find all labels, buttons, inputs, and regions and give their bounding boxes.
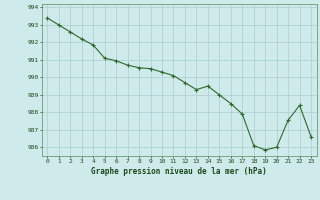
X-axis label: Graphe pression niveau de la mer (hPa): Graphe pression niveau de la mer (hPa) — [91, 167, 267, 176]
